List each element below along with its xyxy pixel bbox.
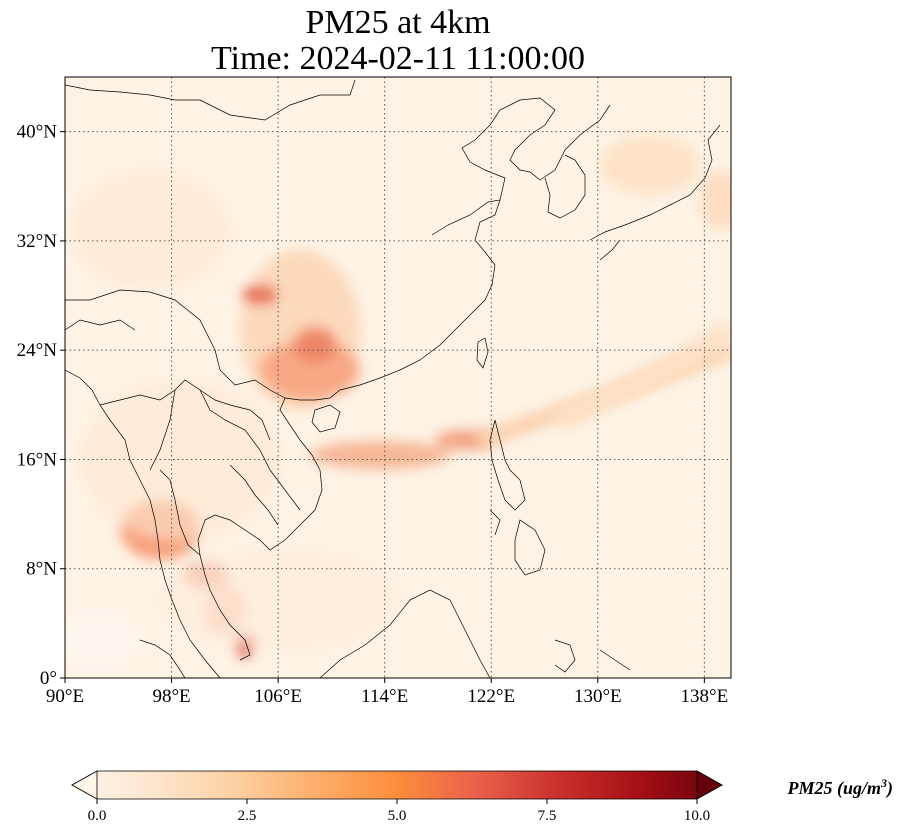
colorbar-ramp	[71, 770, 723, 800]
colorbar-tick-label: 7.5	[538, 808, 557, 824]
pm25-concentration-field	[65, 77, 731, 678]
colorbar-ticks: 0.0 2.5 5.0 7.5 10.0	[88, 799, 710, 824]
lon-tick-label: 130°E	[574, 686, 622, 707]
lat-tick-label: 8°N	[26, 559, 57, 580]
lat-tick-label: 40°N	[17, 122, 58, 143]
colorbar-max-extend	[696, 770, 723, 800]
colorbar-tick-label: 5.0	[388, 808, 407, 824]
colorbar-min-extend	[71, 770, 98, 800]
map-title: PM25 at 4km	[305, 4, 491, 41]
map-timestamp: Time: 2024-02-11 11:00:00	[210, 40, 586, 77]
lat-tick-label: 24°N	[17, 340, 58, 361]
lat-tick-label: 16°N	[17, 449, 58, 470]
lon-tick-label: 106°E	[254, 686, 302, 707]
lat-tick-label: 32°N	[17, 231, 58, 252]
colorbar-tick-label: 2.5	[238, 808, 257, 824]
lat-tick-label: 0°	[40, 668, 57, 689]
lon-tick-label: 114°E	[361, 686, 408, 707]
coastlines-and-borders	[65, 79, 721, 678]
lon-tick-label: 122°E	[467, 686, 515, 707]
map-frame	[64, 76, 732, 679]
colorbar: 0.0 2.5 5.0 7.5 10.0 PM25 (ug/m3)	[71, 770, 893, 824]
lon-tick-label: 138°E	[681, 686, 729, 707]
lon-tick-label: 98°E	[152, 686, 190, 707]
colorbar-tick-label: 0.0	[88, 808, 107, 824]
colorbar-tick-label: 10.0	[684, 808, 710, 824]
lon-tick-label: 90°E	[46, 686, 84, 707]
axis-tick-labels: 90°E 98°E 106°E 114°E 122°E 130°E 138°E 0° 8°N 16…	[17, 122, 729, 707]
colorbar-label: PM25 (ug/m3)	[786, 776, 893, 799]
